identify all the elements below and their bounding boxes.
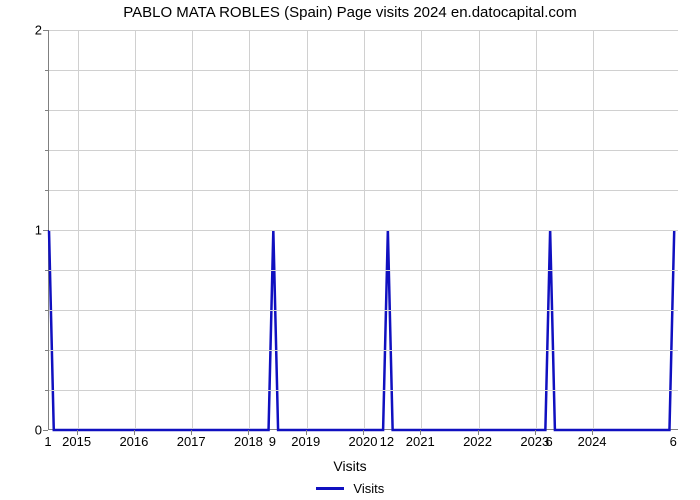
gridline-horizontal-minor: [49, 310, 678, 311]
data-point-label: 6: [670, 434, 677, 449]
data-point-label: 12: [380, 434, 394, 449]
legend-label: Visits: [353, 481, 384, 496]
data-point-label: 9: [269, 434, 276, 449]
gridline-horizontal-minor: [49, 110, 678, 111]
y-minor-tick-mark: [45, 190, 48, 191]
y-minor-tick-mark: [45, 150, 48, 151]
x-tick-label: 2018: [234, 434, 263, 449]
gridline-horizontal-minor: [49, 390, 678, 391]
y-tick-label: 0: [2, 423, 42, 438]
y-minor-tick-mark: [45, 390, 48, 391]
x-tick-label: 2020: [349, 434, 378, 449]
y-tick-mark: [43, 230, 48, 231]
plot-area: [48, 30, 678, 430]
x-tick-label: 2022: [463, 434, 492, 449]
y-tick-mark: [43, 430, 48, 431]
y-minor-tick-mark: [45, 270, 48, 271]
y-tick-mark: [43, 30, 48, 31]
chart-container: PABLO MATA ROBLES (Spain) Page visits 20…: [0, 0, 700, 500]
x-axis-label: Visits: [0, 458, 700, 474]
legend: Visits: [0, 480, 700, 496]
y-minor-tick-mark: [45, 70, 48, 71]
x-tick-label: 2024: [578, 434, 607, 449]
y-minor-tick-mark: [45, 110, 48, 111]
chart-title: PABLO MATA ROBLES (Spain) Page visits 20…: [0, 4, 700, 21]
x-tick-label: 2021: [406, 434, 435, 449]
gridline-horizontal-minor: [49, 190, 678, 191]
x-tick-label: 2015: [62, 434, 91, 449]
data-point-label: 1: [44, 434, 51, 449]
x-tick-label: 2019: [291, 434, 320, 449]
y-minor-tick-mark: [45, 310, 48, 311]
data-point-label: 6: [546, 434, 553, 449]
gridline-horizontal-minor: [49, 350, 678, 351]
gridline-horizontal-minor: [49, 270, 678, 271]
gridline-horizontal-minor: [49, 70, 678, 71]
gridline-horizontal: [49, 230, 678, 231]
y-tick-label: 2: [2, 23, 42, 38]
gridline-horizontal-minor: [49, 150, 678, 151]
y-tick-label: 1: [2, 223, 42, 238]
gridline-horizontal: [49, 30, 678, 31]
x-tick-label: 2016: [119, 434, 148, 449]
legend-swatch: [316, 487, 344, 490]
y-minor-tick-mark: [45, 350, 48, 351]
x-tick-label: 2017: [177, 434, 206, 449]
